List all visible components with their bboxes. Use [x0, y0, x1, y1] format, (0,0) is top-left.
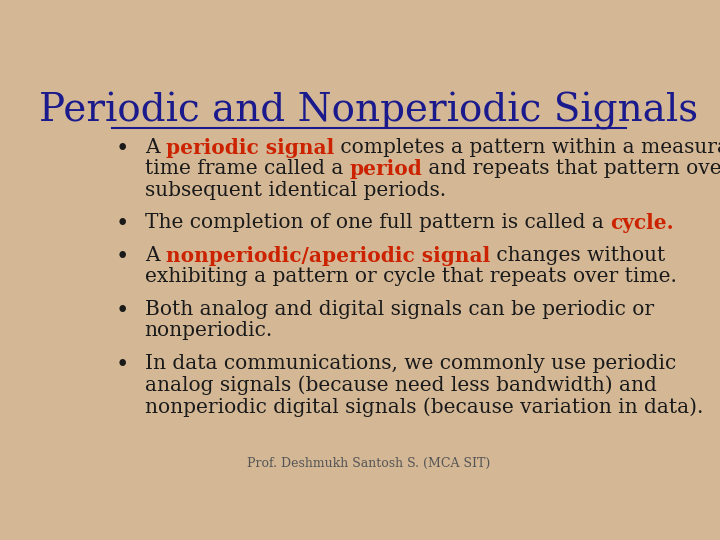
- Text: period: period: [349, 159, 423, 179]
- Text: •: •: [116, 300, 129, 322]
- Text: nonperiodic digital signals (because variation in data).: nonperiodic digital signals (because var…: [145, 397, 703, 417]
- Text: periodic signal: periodic signal: [166, 138, 334, 158]
- Text: •: •: [116, 246, 129, 268]
- Text: Both analog and digital signals can be periodic or: Both analog and digital signals can be p…: [145, 300, 654, 319]
- Text: cycle.: cycle.: [610, 213, 673, 233]
- Text: Periodic and Nonperiodic Signals: Periodic and Nonperiodic Signals: [40, 92, 698, 130]
- Text: nonperiodic/aperiodic signal: nonperiodic/aperiodic signal: [166, 246, 490, 266]
- Text: •: •: [116, 354, 129, 376]
- Text: time frame called a: time frame called a: [145, 159, 349, 178]
- Text: The completion of one full pattern is called a: The completion of one full pattern is ca…: [145, 213, 610, 232]
- Text: analog signals (because need less bandwidth) and: analog signals (because need less bandwi…: [145, 375, 657, 395]
- Text: changes without: changes without: [490, 246, 665, 265]
- Text: nonperiodic.: nonperiodic.: [145, 321, 273, 340]
- Text: A: A: [145, 138, 166, 157]
- Text: completes a pattern within a measurable: completes a pattern within a measurable: [334, 138, 720, 157]
- Text: Prof. Deshmukh Santosh S. (MCA SIT): Prof. Deshmukh Santosh S. (MCA SIT): [248, 457, 490, 470]
- Text: exhibiting a pattern or cycle that repeats over time.: exhibiting a pattern or cycle that repea…: [145, 267, 677, 286]
- Text: and repeats that pattern over: and repeats that pattern over: [423, 159, 720, 178]
- Text: •: •: [116, 138, 129, 159]
- Text: A: A: [145, 246, 166, 265]
- Text: subsequent identical periods.: subsequent identical periods.: [145, 181, 446, 200]
- Text: •: •: [116, 213, 129, 235]
- Text: In data communications, we commonly use periodic: In data communications, we commonly use …: [145, 354, 676, 373]
